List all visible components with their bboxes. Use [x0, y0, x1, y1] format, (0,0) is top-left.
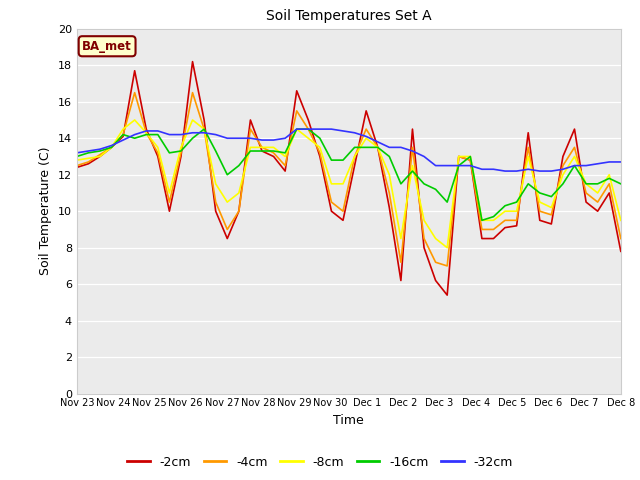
Y-axis label: Soil Temperature (C): Soil Temperature (C)	[39, 147, 52, 276]
Legend: -2cm, -4cm, -8cm, -16cm, -32cm: -2cm, -4cm, -8cm, -16cm, -32cm	[122, 451, 518, 474]
Title: Soil Temperatures Set A: Soil Temperatures Set A	[266, 10, 431, 24]
Text: BA_met: BA_met	[82, 40, 132, 53]
X-axis label: Time: Time	[333, 414, 364, 427]
